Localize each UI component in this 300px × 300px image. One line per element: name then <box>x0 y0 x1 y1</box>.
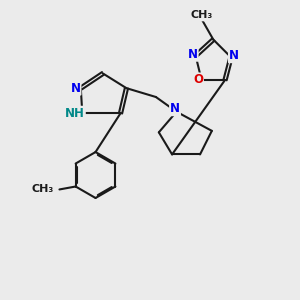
Text: N: N <box>170 102 180 115</box>
Text: CH₃: CH₃ <box>190 11 213 20</box>
Text: N: N <box>188 48 198 61</box>
Text: NH: NH <box>65 107 85 120</box>
Text: O: O <box>193 74 203 86</box>
Text: N: N <box>229 49 239 62</box>
Text: N: N <box>70 82 80 95</box>
Text: CH₃: CH₃ <box>32 184 54 194</box>
